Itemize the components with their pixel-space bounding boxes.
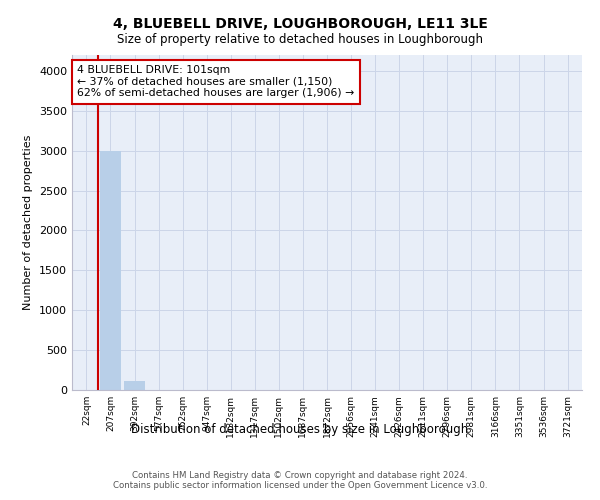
- Text: 4, BLUEBELL DRIVE, LOUGHBOROUGH, LE11 3LE: 4, BLUEBELL DRIVE, LOUGHBOROUGH, LE11 3L…: [113, 18, 487, 32]
- Text: Distribution of detached houses by size in Loughborough: Distribution of detached houses by size …: [131, 422, 469, 436]
- Text: Contains HM Land Registry data © Crown copyright and database right 2024.
Contai: Contains HM Land Registry data © Crown c…: [113, 470, 487, 490]
- Bar: [124, 381, 145, 390]
- Text: 4 BLUEBELL DRIVE: 101sqm
← 37% of detached houses are smaller (1,150)
62% of sem: 4 BLUEBELL DRIVE: 101sqm ← 37% of detach…: [77, 65, 355, 98]
- Bar: [100, 150, 121, 390]
- Y-axis label: Number of detached properties: Number of detached properties: [23, 135, 34, 310]
- Text: Size of property relative to detached houses in Loughborough: Size of property relative to detached ho…: [117, 32, 483, 46]
